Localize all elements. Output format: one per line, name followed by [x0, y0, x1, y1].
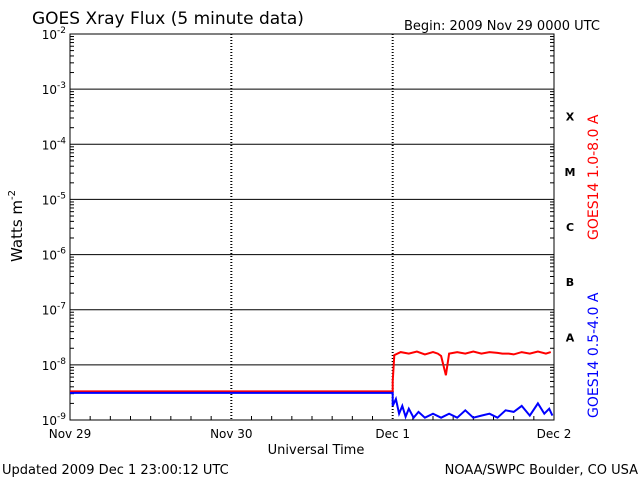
- y-tick-exp: -7: [57, 302, 66, 312]
- y-tick-base: 10: [42, 138, 57, 152]
- x-tick-label: Nov 30: [210, 427, 253, 441]
- y-tick-exp: -3: [57, 81, 66, 91]
- flare-class-labels: A B C M X: [565, 111, 576, 345]
- y-tick-label: 10-8: [42, 357, 67, 373]
- y-tick-label: 10-6: [42, 247, 67, 263]
- y-tick-base: 10: [42, 28, 57, 42]
- y-tick-base: 10: [42, 304, 57, 318]
- series-line-1: [70, 391, 554, 420]
- y-tick-exp: -9: [57, 412, 66, 422]
- plot-area: [69, 33, 555, 421]
- day-lines: [89, 34, 535, 420]
- flare-class-b: B: [566, 276, 574, 289]
- y-axis-label-group: Watts m-2: [7, 190, 26, 262]
- x-tick-label: Dec 1: [375, 427, 410, 441]
- legend-series-short: GOES14 0.5-4.0 A: [586, 292, 602, 418]
- x-axis-label: Universal Time: [268, 443, 365, 458]
- y-tick-label: 10-4: [42, 136, 67, 152]
- updated-label: Updated 2009 Dec 1 23:00:12 UTC: [2, 463, 229, 478]
- flare-class-m: M: [565, 166, 576, 179]
- credit-label: NOAA/SWPC Boulder, CO USA: [445, 463, 638, 478]
- y-tick-label: 10-9: [42, 412, 67, 428]
- y-axis-label-exp: -2: [7, 190, 18, 200]
- chart-title: GOES Xray Flux (5 minute data): [32, 9, 304, 29]
- series-line-0: [70, 350, 552, 393]
- x-tick-label: Nov 29: [49, 427, 92, 441]
- y-tick-label: 10-7: [42, 302, 66, 318]
- y-tick-exp: -6: [57, 247, 66, 257]
- y-tick-base: 10: [42, 193, 57, 207]
- legend-series-long: GOES14 1.0-8.0 A: [586, 114, 602, 240]
- y-tick-exp: -5: [57, 191, 66, 201]
- y-tick-exp: -8: [57, 357, 66, 367]
- flare-class-x: X: [566, 111, 575, 124]
- y-tick-exp: -4: [57, 136, 66, 146]
- y-tick-base: 10: [42, 83, 57, 97]
- y-axis-label: Watts m-2: [7, 190, 26, 262]
- y-axis-label-text: Watts m: [8, 200, 26, 262]
- y-tick-label: 10-5: [42, 191, 66, 207]
- y-tick-base: 10: [42, 359, 57, 373]
- flare-class-a: A: [566, 331, 575, 344]
- y-tick-labels: 10-910-810-710-610-510-410-310-2: [42, 26, 67, 428]
- series-group: [70, 350, 554, 420]
- y-tick-exp: -2: [57, 26, 66, 36]
- plot-frame: [69, 33, 555, 421]
- begin-label: Begin: 2009 Nov 29 0000 UTC: [404, 19, 600, 34]
- y-tick-base: 10: [42, 249, 57, 263]
- x-tick-label: Dec 2: [537, 427, 572, 441]
- y-tick-base: 10: [42, 414, 57, 428]
- y-tick-label: 10-2: [42, 26, 66, 42]
- flare-class-c: C: [566, 221, 574, 234]
- x-tick-labels: Nov 29 Nov 30 Dec 1 Dec 2: [49, 427, 572, 441]
- y-tick-label: 10-3: [42, 81, 66, 97]
- grid: [70, 36, 554, 404]
